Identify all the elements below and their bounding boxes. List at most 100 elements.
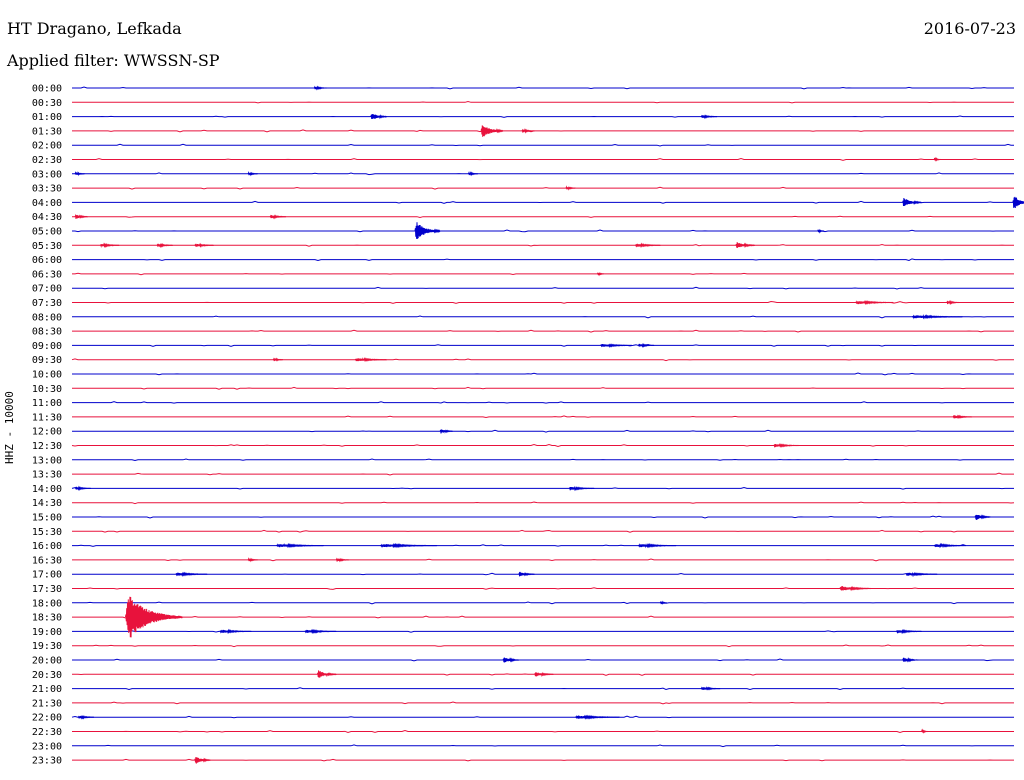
event-burst [638, 542, 677, 549]
tick-label: 23:30 [32, 756, 62, 767]
event-burst [735, 242, 756, 248]
tick-label: 23:00 [32, 741, 62, 752]
event-burst [74, 171, 85, 177]
event-burst [354, 357, 387, 363]
trace-line [72, 401, 1014, 404]
event-burst [946, 299, 960, 305]
trace-line [72, 315, 1014, 319]
tick-label: 15:00 [32, 513, 62, 524]
event-burst [269, 214, 287, 220]
event-burst [247, 170, 258, 177]
event-burst [905, 571, 938, 577]
trace-line [72, 372, 1014, 376]
tick-label: 21:00 [32, 684, 62, 695]
trace-line [72, 329, 1014, 333]
tick-label: 06:00 [32, 255, 62, 266]
trace-line [72, 544, 1014, 547]
trace-line [72, 515, 1014, 519]
tick-label: 14:30 [32, 498, 62, 509]
event-burst [597, 272, 605, 277]
tick-label: 21:30 [32, 698, 62, 709]
event-burst [74, 485, 92, 492]
trace-line [72, 172, 1014, 176]
tick-label: 01:00 [32, 112, 62, 123]
tick-label: 10:30 [32, 384, 62, 395]
event-burst [839, 585, 872, 592]
event-burst [316, 670, 337, 678]
tick-label: 09:30 [32, 355, 62, 366]
tick-label: 12:00 [32, 427, 62, 438]
trace-line [72, 115, 1014, 118]
tick-label: 02:00 [32, 141, 62, 152]
event-burst [902, 657, 919, 663]
tick-label: 08:30 [32, 327, 62, 338]
event-burst [77, 714, 95, 720]
tick-label: 20:30 [32, 670, 62, 681]
event-burst [521, 128, 535, 134]
trace-line [72, 601, 1014, 605]
event-burst [272, 357, 284, 362]
event-burst [773, 442, 800, 448]
tick-label: 17:00 [32, 570, 62, 581]
event-burst [74, 213, 88, 220]
trace-line [72, 658, 1014, 662]
event-burst [380, 542, 438, 549]
event-burst [933, 156, 941, 162]
trace-line [72, 386, 1014, 390]
event-burst [276, 542, 324, 549]
tick-label: 22:30 [32, 727, 62, 738]
tick-label: 06:30 [32, 269, 62, 280]
trace-line [72, 630, 1014, 633]
event-burst [414, 222, 441, 239]
tick-label: 03:30 [32, 184, 62, 195]
tick-label: 05:30 [32, 241, 62, 252]
trace-line [72, 86, 1014, 90]
event-burst [370, 113, 388, 120]
trace-line [72, 415, 1014, 419]
tick-label: 22:00 [32, 713, 62, 724]
trace-line [72, 244, 1014, 247]
event-burst [247, 557, 258, 563]
filter-label: Applied filter: WWSSN-SP [7, 51, 220, 70]
event-burst [568, 485, 595, 492]
tick-label: 00:00 [32, 84, 62, 95]
event-burst [902, 197, 922, 207]
trace-line [71, 358, 1014, 362]
event-burst [911, 314, 963, 320]
trace-line [72, 229, 1014, 233]
date-label: 2016-07-23 [923, 19, 1016, 38]
event-burst [304, 628, 337, 635]
tick-label: 17:30 [32, 584, 62, 595]
event-burst [700, 686, 721, 691]
trace-line [71, 487, 1014, 490]
tick-label: 05:00 [32, 227, 62, 238]
tick-label: 19:00 [32, 627, 62, 638]
trace-line [72, 215, 1014, 219]
tick-label: 04:30 [32, 212, 62, 223]
tick-label: 01:30 [32, 126, 62, 137]
event-burst [439, 429, 453, 434]
event-burst [565, 185, 576, 191]
event-burst [175, 571, 208, 577]
event-burst [335, 557, 350, 563]
trace-line [72, 344, 1014, 347]
event-burst [637, 342, 655, 349]
station-title: HT Dragano, Lefkada [7, 19, 182, 38]
event-burst [99, 242, 120, 249]
trace-line [72, 258, 1014, 262]
event-burst [700, 114, 718, 120]
tick-label: 16:00 [32, 541, 62, 552]
trace-line [72, 572, 1014, 576]
trace-line [72, 730, 1014, 733]
trace-line [72, 429, 1014, 433]
trace-line [72, 458, 1014, 462]
tick-label: 07:00 [32, 284, 62, 295]
tick-label: 13:00 [32, 455, 62, 466]
event-burst [518, 571, 535, 577]
tick-label: 00:30 [32, 98, 62, 109]
trace-line [72, 143, 1014, 147]
trace-line [72, 529, 1014, 533]
event-burst [635, 242, 661, 248]
tick-label: 15:30 [32, 527, 62, 538]
